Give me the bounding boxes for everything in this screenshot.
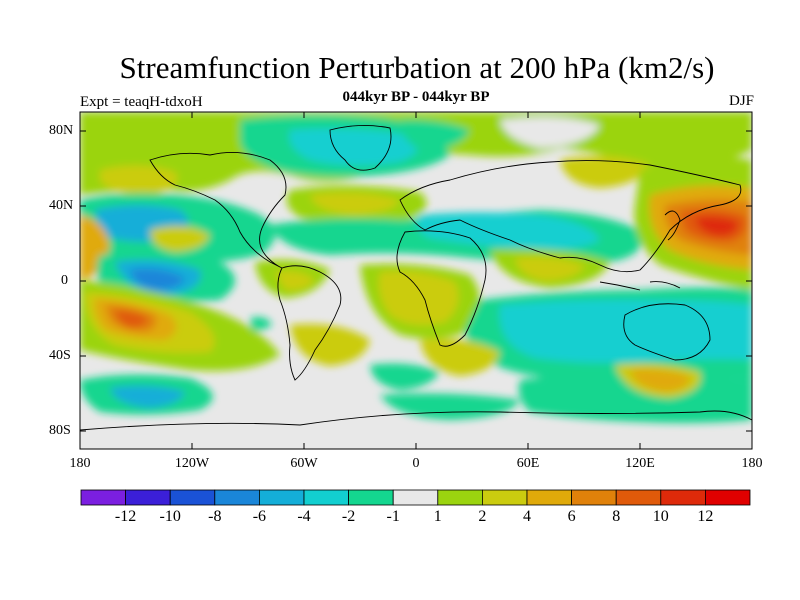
season-label: DJF [728, 93, 754, 109]
colorbar-label: 1 [433, 508, 442, 525]
colorbar-label: -2 [341, 508, 356, 525]
colorbar-swatch-3 [214, 489, 260, 506]
colorbar-label: 6 [567, 508, 576, 525]
colorbar-swatch-7 [392, 489, 439, 506]
colorbar-swatch-5 [303, 489, 349, 506]
lat-label-0: 0 [61, 273, 68, 288]
lon-label-180e: 180 [741, 456, 763, 471]
colorbar-swatch-9 [481, 489, 528, 506]
colorbar-swatch-0 [80, 489, 126, 506]
lon-label-60e: 60E [516, 456, 540, 471]
colorbar-label: 10 [652, 508, 669, 525]
colorbar-label: -1 [386, 508, 400, 525]
period-label: 044kyr BP - 044kyr BP [342, 89, 490, 105]
colorbar-label: -6 [252, 508, 267, 525]
colorbar-swatch-11 [571, 489, 617, 506]
coastlines [80, 125, 752, 431]
lat-label-40s: 40S [49, 348, 71, 363]
lon-label-120w: 120W [174, 456, 210, 471]
lon-label-120e: 120E [625, 456, 655, 471]
colorbar-swatch-10 [526, 489, 572, 506]
colorbar-swatch-2 [169, 489, 216, 506]
colorbar-swatch-1 [125, 489, 171, 506]
colorbar-label: -12 [114, 508, 137, 525]
colorbar-label: 8 [612, 508, 621, 525]
lat-label-40n: 40N [49, 198, 74, 213]
colorbar-swatch-14 [705, 489, 751, 506]
colorbar-label: -8 [208, 508, 222, 525]
colorbar-label: 4 [523, 508, 531, 525]
colorbar-label: -10 [159, 508, 181, 525]
lon-label-180w: 180 [69, 456, 91, 471]
colorbar-label: -4 [297, 508, 311, 525]
lat-ticks [80, 130, 752, 432]
lat-label-80n: 80N [49, 123, 74, 138]
colorbar [80, 489, 751, 506]
map-title: Streamfunction Perturbation at 200 hPa (… [119, 50, 715, 85]
colorbar-swatch-4 [258, 489, 305, 506]
lon-label-0: 0 [412, 456, 420, 471]
lon-ticks [191, 112, 641, 449]
contour-field [80, 112, 752, 449]
colorbar-swatch-13 [660, 489, 706, 506]
colorbar-swatch-12 [615, 489, 662, 506]
colorbar-swatch-8 [437, 489, 483, 506]
colorbar-swatch-6 [348, 489, 394, 506]
experiment-label: Expt = teaqH-tdxoH [80, 94, 203, 110]
colorbar-label: 2 [478, 508, 487, 525]
lat-label-80s: 80S [49, 423, 71, 438]
lon-label-60w: 60W [290, 456, 318, 471]
colorbar-label: 12 [697, 508, 714, 525]
